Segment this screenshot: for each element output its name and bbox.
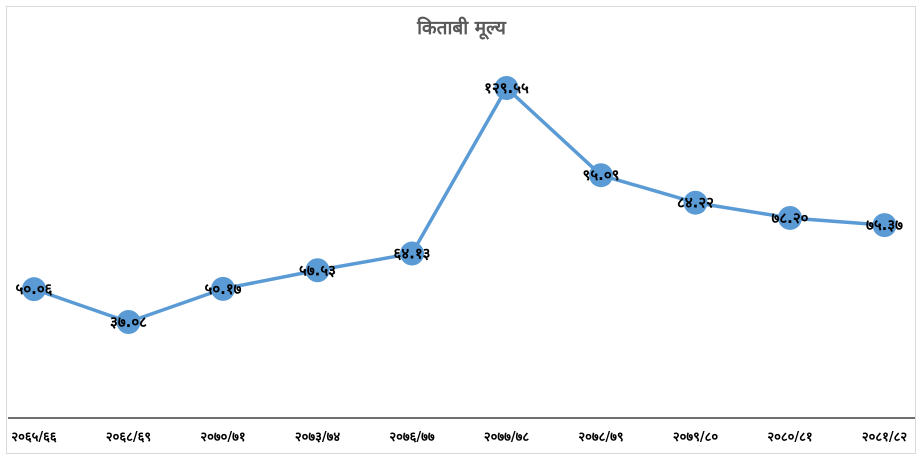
- x-tick-label: २०८१/८२: [862, 430, 908, 445]
- data-point: [116, 310, 141, 334]
- data-point: [494, 76, 519, 100]
- data-label: ७५.३७: [866, 216, 903, 234]
- data-point: [22, 277, 46, 302]
- data-point: [305, 258, 330, 283]
- x-tick-label: २०७०/७१: [200, 430, 245, 445]
- x-tick-label: २०७९/८०: [673, 430, 719, 445]
- data-label: ६४.१३: [394, 245, 431, 263]
- data-point: [683, 190, 708, 215]
- data-label: ८४.२२: [677, 194, 714, 212]
- x-tick-label: २०७७/७८: [484, 430, 530, 445]
- x-tick-label: २०६८/६९: [106, 430, 151, 445]
- data-point: [872, 213, 897, 238]
- x-tick-label: २०७३/७४: [295, 430, 341, 445]
- data-point: [400, 241, 424, 266]
- data-label: ७८.२०: [772, 209, 809, 227]
- data-labels-group: ५०.०६ ३७.०८ ५०.१७ ५७.५३ ६४.१३ १२९.५५ ९५.०९ ८४.२…: [16, 79, 904, 331]
- data-label: ५०.०६: [16, 280, 53, 298]
- data-label: १२९.५५: [484, 79, 529, 97]
- x-tick-label: २०६५/६६: [11, 430, 57, 445]
- data-point: [778, 205, 802, 230]
- data-label: ९५.०९: [583, 166, 620, 184]
- data-point: [211, 276, 235, 301]
- data-label: ३७.०८: [110, 313, 147, 331]
- x-tick-label: २०८०/८१: [767, 430, 812, 445]
- series-line: [33, 86, 885, 324]
- data-label: ५७.५३: [299, 261, 336, 279]
- data-label: ५०.१७: [205, 280, 242, 298]
- markers-group: [22, 76, 897, 334]
- x-tick-label: २०७८/७९: [578, 430, 623, 445]
- x-tick-labels-group: २०६५/६६ २०६८/६९ २०७०/७१ २०७३/७४ २०७६/७७ २०७७/…: [11, 430, 907, 445]
- chart-title: किताबी मूल्य: [417, 17, 506, 39]
- data-point: [589, 163, 613, 188]
- x-tick-label: २०७६/७७: [389, 430, 435, 445]
- chart-border: [6, 6, 916, 454]
